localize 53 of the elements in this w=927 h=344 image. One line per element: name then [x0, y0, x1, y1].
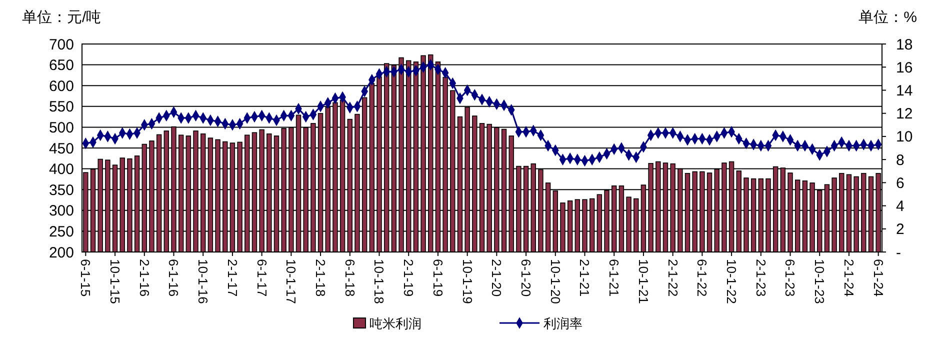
y-tick-label: 200: [48, 244, 74, 262]
y-tick-label: 550: [48, 98, 74, 116]
x-tick-label: 6-1-17: [254, 259, 270, 297]
x-tick-label: 10-1-20: [548, 259, 563, 304]
x-tick-label: 2-1-20: [489, 259, 504, 297]
x-tick-label: 6-1-16: [166, 259, 182, 297]
y2-axis-title: 单位：%: [858, 9, 917, 26]
x-tick-label: 6-1-22: [694, 259, 710, 297]
y-tick-label: 450: [48, 140, 74, 158]
x-tick-label: 10-1-18: [372, 259, 387, 304]
x-tick-label: 6-1-20: [518, 259, 534, 297]
y-tick-label: 600: [48, 78, 74, 95]
legend-label: 吨米利润: [370, 316, 422, 331]
x-tick-label: 2-1-22: [665, 259, 680, 297]
x-tick-label: 10-1-19: [460, 259, 475, 304]
x-tick-label: 10-1-15: [107, 259, 122, 304]
y2-tick-label: 18: [896, 36, 913, 54]
y2-tick-label: 2: [896, 221, 904, 238]
x-tick-label: 10-1-23: [812, 259, 828, 304]
y-tick-label: 500: [48, 119, 74, 136]
x-tick-label: 10-1-21: [636, 259, 651, 304]
y-tick-label: 300: [48, 202, 74, 220]
y2-tick-label: 8: [896, 152, 904, 169]
y2-tick-label: 10: [896, 128, 913, 146]
x-tick-label: 10-1-22: [724, 259, 739, 304]
x-tick-label: 6-1-19: [430, 259, 446, 297]
y2-tick-label: 12: [896, 106, 913, 123]
x-tick-label: 2-1-24: [841, 259, 856, 297]
x-tick-label: 2-1-23: [753, 259, 768, 297]
y2-tick-label: 16: [896, 59, 913, 76]
x-tick-label: 6-1-21: [606, 259, 622, 297]
y2-tick-label: 6: [896, 174, 904, 192]
y-tick-label: 250: [48, 223, 74, 240]
y-axis-title: 单位：元/吨: [22, 9, 102, 26]
x-tick-label: 10-1-17: [284, 259, 299, 304]
x-tick-label: 2-1-17: [224, 259, 240, 297]
y-tick-label: 650: [48, 57, 74, 74]
x-tick-label: 10-1-16: [196, 259, 211, 304]
y-tick-label: 350: [48, 182, 74, 199]
y2-tick-label: 14: [896, 82, 913, 100]
x-tick-label: 2-1-21: [577, 259, 592, 297]
x-tick-label: 2-1-18: [312, 259, 328, 297]
x-tick-label: 2-1-19: [401, 259, 416, 297]
x-tick-label: 6-1-23: [782, 259, 798, 297]
y2-tick-label: -: [896, 244, 901, 262]
y-tick-label: 400: [48, 161, 74, 178]
x-tick-label: 2-1-16: [136, 259, 152, 297]
x-tick-label: 6-1-15: [78, 259, 94, 297]
x-tick-label: 6-1-24: [870, 259, 886, 297]
y2-tick-label: 4: [896, 198, 904, 216]
y-tick-label: 700: [48, 36, 74, 54]
x-tick-label: 6-1-18: [342, 259, 358, 297]
legend-label: 利润率: [544, 316, 582, 331]
